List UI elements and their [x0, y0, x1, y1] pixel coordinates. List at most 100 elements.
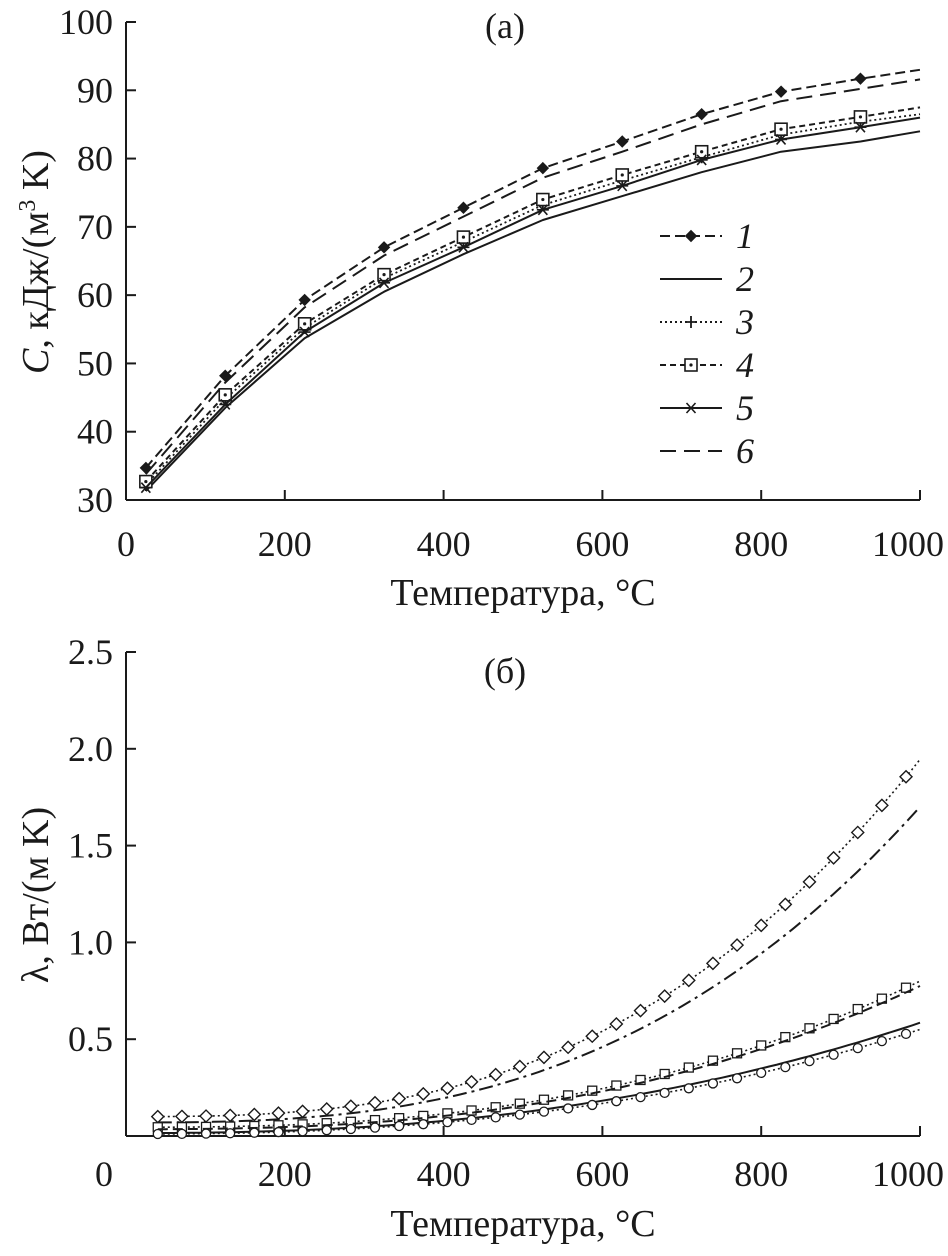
panel-a-series-1-line: [145, 68, 921, 469]
panel-b-series-circle-dotted: [152, 1028, 921, 1140]
panel-a-series-6: [145, 78, 921, 475]
panel-b-series-circle-dotted-line: [157, 1028, 921, 1135]
panel-b-series-diamond-dotted-marker: [850, 825, 865, 840]
panel-b-series-circle-dotted-marker: [562, 1103, 574, 1114]
panel-a-y-tick-label: 50: [77, 343, 113, 383]
panel-b-series-square-dotted-marker: [731, 1048, 743, 1059]
panel-b-y-tick-label: 0.5: [68, 1019, 113, 1059]
panel-b-series-square-dotted-marker: [611, 1080, 622, 1091]
legend-label-4: 4: [736, 345, 754, 385]
panel-b-series-diamond-dotted-marker: [899, 769, 914, 784]
panel-b-series-circle-dotted-marker: [731, 1073, 743, 1084]
panel-b-series-diamond-dotted-marker: [295, 1104, 310, 1119]
panel-a-series-4-marker: [536, 192, 550, 207]
panel-b-x-tick-label: 1000: [872, 1154, 944, 1194]
panel-a-series-5-marker: [298, 326, 311, 338]
panel-a-series-5-marker: [775, 133, 788, 145]
panel-b-series-circle-dotted-marker: [900, 1028, 912, 1040]
panel-a-series-4-marker-dot: [382, 273, 386, 277]
panel-b-series-square-dotted-marker: [683, 1062, 694, 1073]
panel-a-y-tick-label: 60: [77, 275, 113, 315]
legend-marker-5: [685, 402, 697, 414]
panel-a-series-4-marker-dot: [700, 150, 704, 154]
panel-b-series-circle-dotted-marker: [587, 1099, 598, 1111]
panel-b-series-circle-dotted-marker: [466, 1114, 477, 1126]
panel-a-x-tick-label: 800: [734, 524, 788, 564]
panel-a-series-3: [139, 113, 921, 491]
panel-a-series-5-marker: [616, 180, 629, 192]
panel-b-series-diamond-dotted-marker: [705, 956, 720, 971]
panel-b-series-diamond-dotted-marker: [754, 918, 769, 933]
panel-a-series-6-line: [145, 78, 921, 475]
panel-a-series-5-marker: [219, 398, 232, 410]
panel-a-series-1: [139, 68, 921, 475]
panel-b-series-diamond-dotted-marker: [223, 1108, 238, 1123]
panel-b-series-diamond-dotted-line: [157, 758, 921, 1118]
panel-b-series-square-dotted-marker: [852, 1003, 863, 1015]
panel-b-series-circle-dotted-marker: [273, 1126, 284, 1138]
panel-b-series-diamond-dotted-marker: [174, 1109, 189, 1124]
legend-item-6: 6: [660, 431, 754, 471]
panel-b-series-diamond-dotted-marker: [464, 1074, 479, 1089]
panel-a-series-4: [139, 106, 921, 489]
y-axis-title-superscript: 3: [15, 200, 41, 212]
panel-a-series-4-marker: [377, 267, 391, 282]
panel-b-series-diamond-dotted-marker: [874, 798, 889, 813]
panel-a-series-4-marker-dot: [303, 322, 307, 326]
panel-b-series-circle-dotted-marker: [756, 1067, 767, 1079]
panel-b-series-diamond-dotted-marker: [561, 1040, 576, 1055]
panel-a-series-5-marker: [139, 482, 152, 494]
legend-marker-1: [684, 229, 698, 243]
legend-label-6: 6: [736, 431, 754, 471]
panel-b-series-diamond-dotted-marker: [681, 973, 696, 988]
panel-a-y-tick-label: 90: [77, 70, 113, 110]
panel-b-series-circle-dotted-marker: [538, 1106, 550, 1117]
panel-b-series-diamond-dotted-marker: [199, 1109, 214, 1124]
panel-b-title: (б): [484, 651, 526, 691]
panel-b-series-circle-dotted-marker: [297, 1126, 308, 1137]
panel-b-series-square-dotted-marker: [587, 1085, 598, 1096]
panel-b-series-circle-dotted-marker: [200, 1128, 212, 1139]
panel-b-series-diamond-dotted-marker: [826, 850, 841, 865]
legend-item-4: 4: [660, 345, 754, 385]
panel-b-series-circle-dotted-marker: [345, 1123, 357, 1135]
panel-b-x-axis-title: Температура, °C: [390, 1203, 655, 1245]
panel-a-x-tick-label: 200: [258, 524, 312, 564]
panel-b-series-square-dotted-marker: [490, 1102, 501, 1113]
panel-b-series-diamond-dotted-marker: [778, 897, 793, 912]
panel-a-series-4-marker-dot: [620, 173, 624, 177]
panel-a-x-tick-label: 0: [117, 524, 135, 564]
panel-b-series-circle-dotted-marker: [176, 1128, 188, 1140]
panel-a-y-tick-label: 70: [77, 207, 113, 247]
legend-label-2: 2: [736, 259, 754, 299]
y-axis-title-units: , кДж/(м: [15, 212, 57, 349]
legend-label-5: 5: [736, 388, 754, 428]
panel-b-series-diamond-dotted-marker: [585, 1029, 600, 1044]
panel-b-series-square-dotted-marker: [562, 1090, 574, 1101]
panel-a-series-4-marker: [694, 144, 709, 159]
panel-b-series-solid-line: [157, 1021, 921, 1134]
panel-b-series-circle-dotted-marker: [249, 1127, 260, 1138]
panel-b-series-circle-dotted-marker: [321, 1125, 332, 1136]
legend-item-1: 1: [660, 216, 754, 256]
panel-a-series-4-marker-dot: [144, 479, 148, 484]
panel-b-x-tick-label: 600: [575, 1154, 629, 1194]
panel-a-series-4-marker: [456, 230, 471, 244]
panel-a-series-4-marker-dot: [223, 393, 227, 397]
panel-b-series-long-dash: [157, 985, 921, 1131]
panel-a-series-1-marker: [536, 161, 550, 175]
panel-b-series-diamond-dotted-marker: [368, 1095, 382, 1110]
panel-b-series-square-dotted-marker: [756, 1040, 767, 1051]
panel-a-x-tick-label: 1000: [872, 524, 944, 564]
panel-b-series-diamond-dotted-marker: [633, 1003, 648, 1018]
panel-a-series-2: [145, 130, 921, 492]
panel-b-x-tick-label: 800: [734, 1154, 788, 1194]
panel-b-series-circle-dotted-marker: [611, 1096, 622, 1107]
panel-b-y-tick-label: 1.5: [68, 826, 113, 866]
panel-a-y-axis-title: C, кДж/(м3 K): [15, 150, 57, 374]
panel-a-series-5-marker: [536, 204, 549, 216]
panel-a-series-1-marker: [774, 85, 788, 98]
